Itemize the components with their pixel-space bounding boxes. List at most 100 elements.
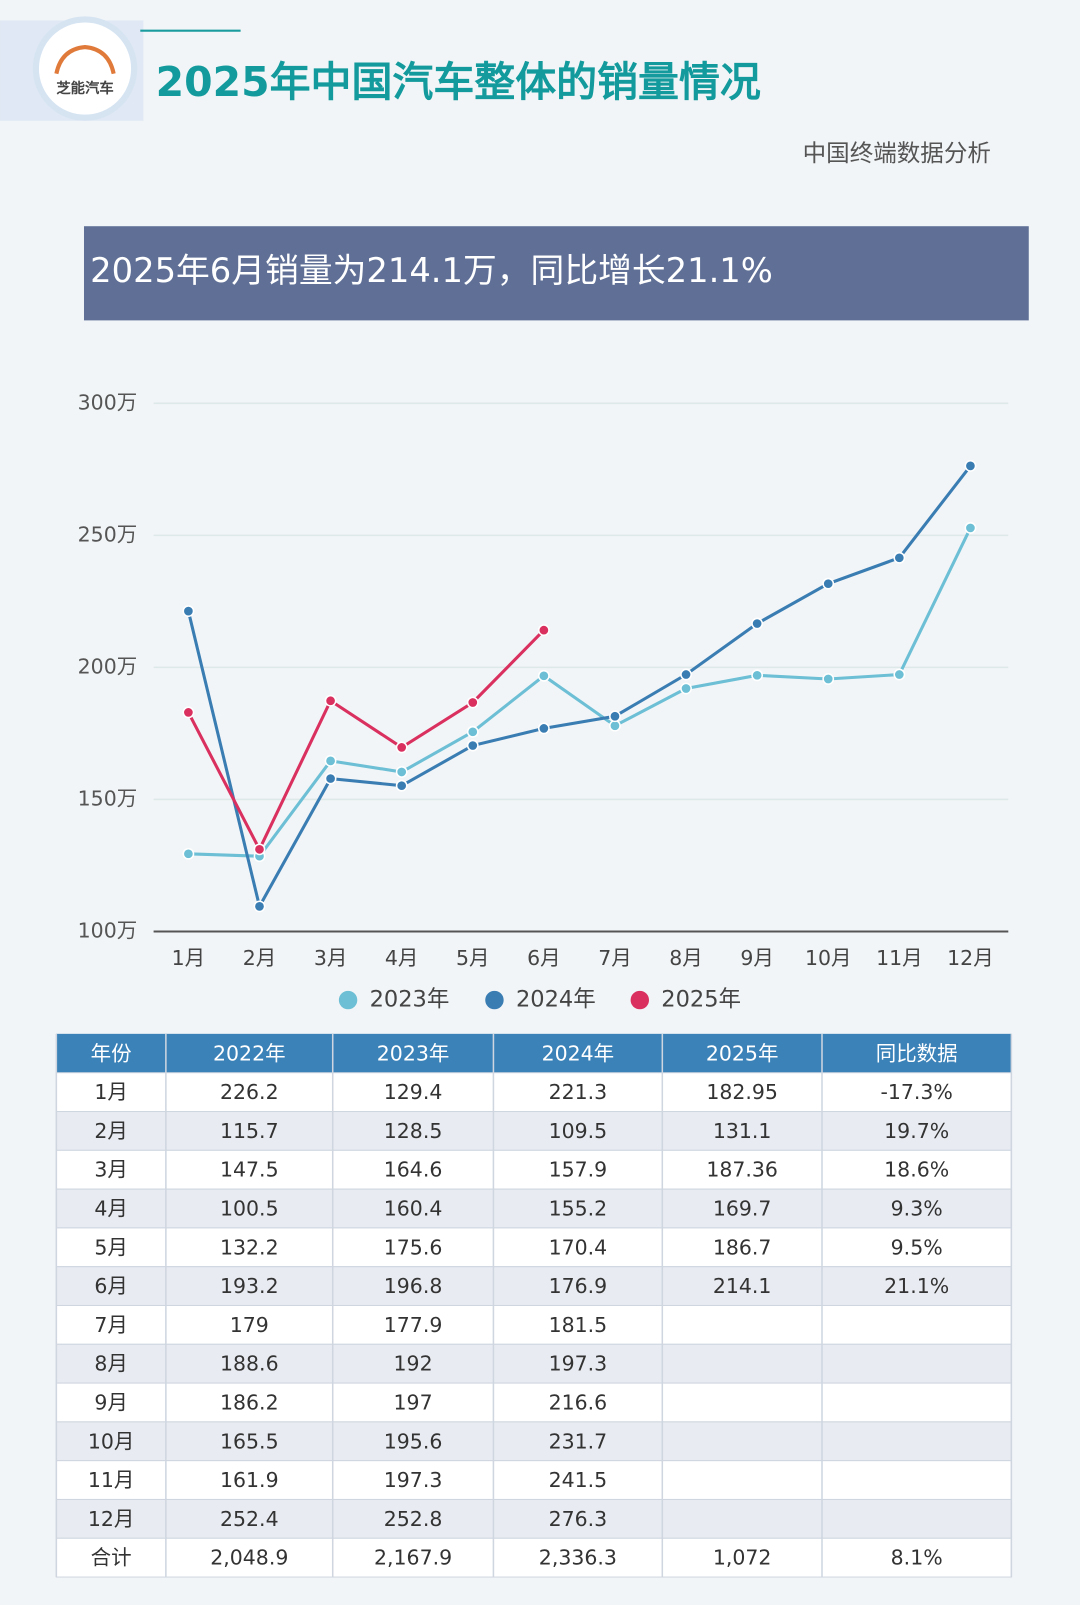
- data-point: [324, 772, 337, 785]
- table-cell: 9月: [94, 1391, 128, 1415]
- legend-label: 2025年: [661, 987, 741, 1013]
- table-cell: 18.6%: [884, 1158, 949, 1182]
- table-cell: 12月: [88, 1507, 135, 1531]
- banner: [83, 226, 1029, 321]
- table-cell: 252.8: [384, 1507, 443, 1531]
- table-cell: 241.5: [549, 1468, 608, 1492]
- logo-circle: [32, 16, 138, 121]
- table-cell: 221.3: [549, 1080, 608, 1104]
- table-cell: 合计: [91, 1546, 132, 1570]
- table-cell: 2,167.9: [374, 1546, 452, 1570]
- table-cell: 276.3: [549, 1507, 608, 1531]
- table-cell: 131.1: [713, 1119, 772, 1143]
- data-point: [182, 847, 195, 860]
- table-cell: 161.9: [220, 1468, 279, 1492]
- y-tick-label: 250万: [78, 522, 138, 546]
- table-cell: 129.4: [384, 1080, 443, 1104]
- table-header-cell: 2023年: [377, 1041, 450, 1065]
- table-cell: 226.2: [220, 1080, 279, 1104]
- table-row-bg: [55, 1421, 1012, 1462]
- table-cell: 2月: [94, 1119, 128, 1143]
- data-point: [182, 605, 195, 618]
- data-point: [964, 460, 977, 472]
- table-cell: 132.2: [220, 1235, 279, 1259]
- table-cell: 157.9: [549, 1158, 608, 1182]
- y-tick-label: 150万: [78, 786, 138, 810]
- table-cell: 115.7: [220, 1119, 279, 1143]
- table-cell: 164.6: [384, 1158, 443, 1182]
- table-cell: 186.7: [713, 1235, 772, 1259]
- x-tick-label: 7月: [598, 946, 632, 970]
- subtitle: 中国终端数据分析: [803, 139, 991, 167]
- x-tick-label: 9月: [740, 946, 774, 970]
- table-cell: 21.1%: [884, 1274, 949, 1298]
- table-row-bg: [55, 1343, 1012, 1384]
- table-cell: 128.5: [384, 1119, 443, 1143]
- data-point: [395, 741, 408, 754]
- data-point: [466, 696, 479, 709]
- table-row-bg: [55, 1072, 1012, 1113]
- data-point: [609, 719, 621, 732]
- table-cell: 195.6: [384, 1429, 443, 1453]
- data-point: [822, 577, 835, 590]
- table-cell: 155.2: [549, 1197, 608, 1221]
- table-cell: 175.6: [384, 1235, 443, 1259]
- table-cell: 6月: [94, 1274, 128, 1298]
- table-header-cell: 2025年: [706, 1041, 779, 1065]
- table-cell: 179: [230, 1313, 269, 1337]
- table-cell: 197.3: [549, 1352, 608, 1376]
- logo-text: 芝能汽车: [56, 79, 113, 97]
- data-point: [609, 710, 621, 723]
- table-cell: 3月: [94, 1158, 128, 1182]
- table-cell: 10月: [88, 1429, 135, 1453]
- table-cell: 8.1%: [891, 1546, 943, 1570]
- data-point: [324, 754, 337, 767]
- table-cell: 160.4: [384, 1197, 443, 1221]
- banner-text: 2025年6月销量为214.1万，同比增长21.1%: [90, 251, 773, 290]
- y-tick-label: 100万: [78, 918, 138, 942]
- table-cell: 11月: [88, 1468, 135, 1492]
- table-row-bg: [55, 1188, 1012, 1229]
- data-point: [182, 706, 195, 719]
- x-tick-label: 1月: [172, 946, 206, 970]
- table-header-bg: [56, 1033, 1012, 1073]
- table: 年份 2022年 2023年 2024年 2025年 同比数据 1月 226.2 129.4 22…: [55, 1033, 1013, 1578]
- table-row-bg: [55, 1111, 1012, 1151]
- table-cell: 214.1: [713, 1274, 772, 1298]
- table-row-bg: [55, 1149, 1012, 1190]
- data-point: [537, 722, 550, 735]
- chart: 100万 150万 200万 250万 300万 1月 2月 3月 4月 5月 6月 7月 8月 9月 10…: [78, 390, 1009, 1013]
- table-cell: 1,072: [713, 1546, 772, 1570]
- data-point: [893, 668, 906, 681]
- data-point: [395, 779, 408, 792]
- data-point: [253, 843, 266, 856]
- data-point: [466, 739, 479, 752]
- data-point: [964, 522, 977, 534]
- table-cell: 169.7: [713, 1197, 772, 1221]
- table-row-bg: [55, 1382, 1012, 1423]
- table-cell: 4月: [94, 1197, 128, 1221]
- legend-marker: [630, 990, 650, 1010]
- data-point: [680, 682, 692, 695]
- table-cell: 100.5: [220, 1197, 279, 1221]
- table-cell: 181.5: [549, 1313, 608, 1337]
- x-tick-label: 11月: [876, 946, 923, 970]
- table-cell: 216.6: [549, 1391, 608, 1415]
- table-cell: 197: [394, 1391, 433, 1415]
- data-point: [680, 668, 692, 681]
- table-cell: 1月: [94, 1080, 128, 1104]
- table-row-bg: [55, 1460, 1012, 1500]
- x-tick-label: 12月: [947, 946, 994, 970]
- x-tick-label: 8月: [669, 946, 703, 970]
- table-row-bg: [55, 1227, 1012, 1268]
- table-cell: 193.2: [220, 1274, 279, 1298]
- table-cell: 7月: [94, 1313, 128, 1337]
- data-point: [253, 900, 266, 913]
- data-point: [822, 673, 835, 685]
- data-point: [324, 694, 337, 707]
- table-cell: 109.5: [549, 1119, 608, 1143]
- table-header-cell: 2022年: [213, 1041, 286, 1065]
- table-cell: 8月: [94, 1352, 128, 1376]
